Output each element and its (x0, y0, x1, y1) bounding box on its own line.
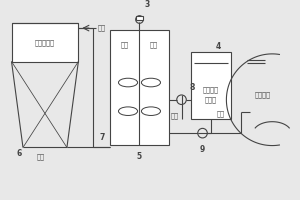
Text: 6: 6 (17, 149, 22, 158)
Text: 进泥: 进泥 (217, 111, 225, 117)
Text: 出泥: 出泥 (171, 112, 179, 119)
Bar (110, 30, 169, 145)
Text: 7: 7 (100, 133, 105, 142)
Text: 厌氧消化: 厌氧消化 (255, 92, 271, 98)
Bar (136, 16, 143, 20)
Bar (11, 23, 78, 62)
Text: 出泥: 出泥 (36, 153, 44, 160)
Text: 8: 8 (189, 83, 194, 92)
Text: 高铁酸盐: 高铁酸盐 (203, 87, 219, 93)
Text: 5: 5 (137, 152, 142, 161)
Text: 污泥浓缩池: 污泥浓缩池 (35, 39, 55, 46)
Text: 4: 4 (216, 42, 221, 51)
Text: 理池: 理池 (150, 41, 158, 48)
Text: 9: 9 (200, 145, 205, 154)
Text: 废液池: 废液池 (205, 96, 217, 103)
Text: 预处: 预处 (120, 41, 128, 48)
Text: 进泥: 进泥 (98, 25, 106, 31)
Text: 3: 3 (144, 0, 149, 9)
Bar (191, 52, 231, 119)
